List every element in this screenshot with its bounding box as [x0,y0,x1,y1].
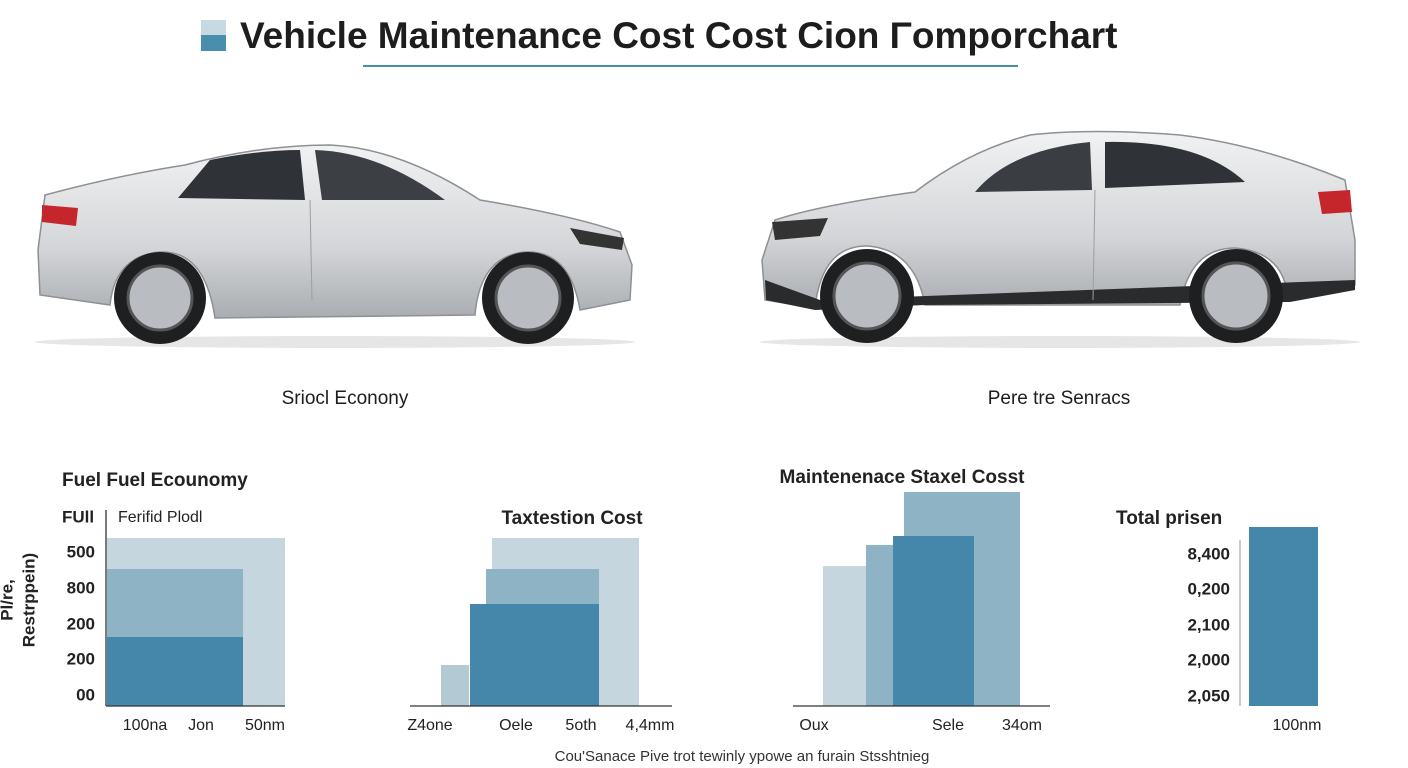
y-tick-label: 00 [76,685,95,704]
y-tick-label: 500 [67,542,95,561]
bar [441,665,469,706]
panel-title: Maintenenace Staxel Cosst [780,467,1026,488]
x-label: 5oth [565,717,596,734]
footer: Cou'Sanace Pive trot tewinly ypowe an fu… [555,748,930,765]
bar [1249,527,1318,706]
x-label: Jon [188,717,214,734]
y-tick-label: 2,000 [1187,650,1230,669]
y-tick-label: 0,200 [1187,579,1230,598]
car-sedan [35,144,635,348]
axis-label: FUll [62,507,94,526]
panel-title: Fuel Fuel Ecounomy [62,470,248,491]
x-label: 34om [1002,717,1042,734]
car-crossover [760,130,1360,348]
x-label: Oux [799,717,828,734]
x-label: Sele [932,717,964,734]
y-tick-label: 2,100 [1187,615,1230,634]
y-axis-title: Restrppein) [19,553,38,647]
y-axis-title: Pl/re, [0,579,16,621]
bar [823,566,866,706]
bar [470,604,599,706]
x-label: Z4one [407,717,452,734]
y-tick-label: 8,400 [1187,544,1230,563]
car-label: Pere tre Senracs [988,388,1131,409]
panel-title: Taxtestion Cost [501,508,643,529]
title-icon [201,20,226,35]
x-label: 100nm [1273,717,1322,734]
x-label: 4,4mm [626,717,675,734]
x-label: 100na [123,717,168,734]
title: Vehicle Maintenance Cost Cost Cion Γompo… [240,15,1118,56]
panel-title: Total prisen [1116,508,1222,529]
title-icon [201,35,226,51]
bar [107,637,243,706]
y-tick-label: 200 [67,649,95,668]
car-label: Sriocl Econony [282,388,409,409]
bar [866,545,893,706]
x-label: Oele [499,717,533,734]
x-label: 50nm [245,717,285,734]
y-tick-label: 800 [67,578,95,597]
bar [893,536,974,706]
y-tick-label: 200 [67,614,95,633]
panel-subtitle: Ferifid Plodl [118,509,202,526]
y-tick-label: 2,050 [1187,686,1230,705]
